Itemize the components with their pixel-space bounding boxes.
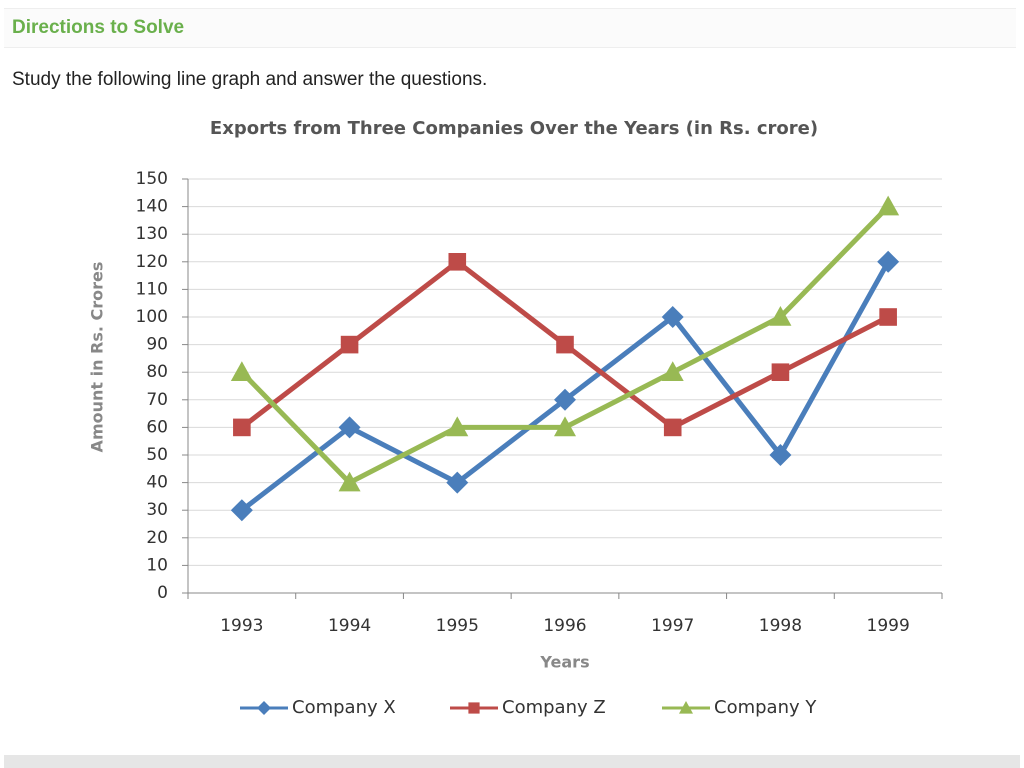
marker-diamond bbox=[877, 250, 900, 273]
marker-square bbox=[340, 335, 359, 354]
y-tick-label: 30 bbox=[146, 500, 168, 520]
marker-diamond bbox=[446, 471, 469, 494]
marker-diamond bbox=[257, 701, 271, 715]
instruction: Study the following line graph and answe… bbox=[12, 69, 488, 90]
x-tick-label: 1999 bbox=[867, 616, 910, 636]
x-tick-label: 1998 bbox=[759, 616, 802, 636]
y-tick-label: 80 bbox=[146, 362, 168, 382]
y-axis-label: Amount in Rs. Crores bbox=[88, 262, 107, 453]
chart-title: Exports from Three Companies Over the Ye… bbox=[210, 118, 818, 139]
header: Directions to Solve bbox=[4, 8, 1016, 48]
y-tick-label: 140 bbox=[136, 197, 168, 217]
y-tick-label: 150 bbox=[136, 169, 168, 189]
y-tick-label: 120 bbox=[136, 252, 168, 272]
y-tick-label: 130 bbox=[136, 224, 168, 244]
marker-square bbox=[879, 308, 897, 326]
x-tick-label: 1996 bbox=[543, 616, 586, 636]
marker-square bbox=[448, 253, 467, 271]
legend-label: Company X bbox=[292, 697, 396, 718]
marker-square bbox=[663, 418, 682, 437]
marker-square bbox=[468, 702, 480, 714]
y-tick-label: 100 bbox=[136, 307, 168, 327]
legend-label: Company Y bbox=[714, 697, 817, 718]
y-tick-label: 90 bbox=[146, 335, 168, 355]
marker-diamond bbox=[769, 444, 792, 466]
legend-label: Company Z bbox=[502, 697, 606, 718]
footer-bar bbox=[4, 755, 1020, 768]
marker-square bbox=[556, 335, 574, 354]
marker-triangle bbox=[877, 195, 900, 216]
marker-square bbox=[233, 418, 251, 437]
y-tick-label: 40 bbox=[146, 473, 168, 493]
marker-triangle bbox=[661, 361, 684, 381]
marker-triangle bbox=[230, 361, 253, 381]
marker-square bbox=[771, 363, 790, 381]
marker-triangle bbox=[446, 416, 469, 437]
y-tick-label: 60 bbox=[146, 417, 168, 437]
x-tick-label: 1994 bbox=[328, 616, 371, 636]
y-tick-label: 110 bbox=[136, 279, 168, 299]
y-tick-label: 10 bbox=[146, 555, 168, 575]
marker-triangle bbox=[338, 471, 361, 492]
marker-diamond bbox=[230, 499, 253, 522]
marker-triangle bbox=[679, 701, 693, 714]
x-tick-label: 1993 bbox=[220, 616, 263, 636]
header-title: Directions to Solve bbox=[12, 17, 185, 38]
y-tick-label: 20 bbox=[146, 528, 168, 548]
marker-diamond bbox=[554, 388, 576, 411]
y-tick-label: 0 bbox=[157, 583, 168, 603]
marker-diamond bbox=[338, 416, 361, 439]
marker-triangle bbox=[769, 306, 792, 326]
x-tick-label: 1995 bbox=[436, 616, 479, 636]
chart: Exports from Three Companies Over the Ye… bbox=[88, 118, 943, 718]
y-tick-label: 50 bbox=[146, 445, 168, 465]
marker-diamond bbox=[661, 306, 684, 328]
y-tick-label: 70 bbox=[146, 390, 168, 410]
x-tick-label: 1997 bbox=[651, 616, 694, 636]
marker-triangle bbox=[554, 416, 576, 437]
x-axis-label: Years bbox=[539, 653, 589, 672]
